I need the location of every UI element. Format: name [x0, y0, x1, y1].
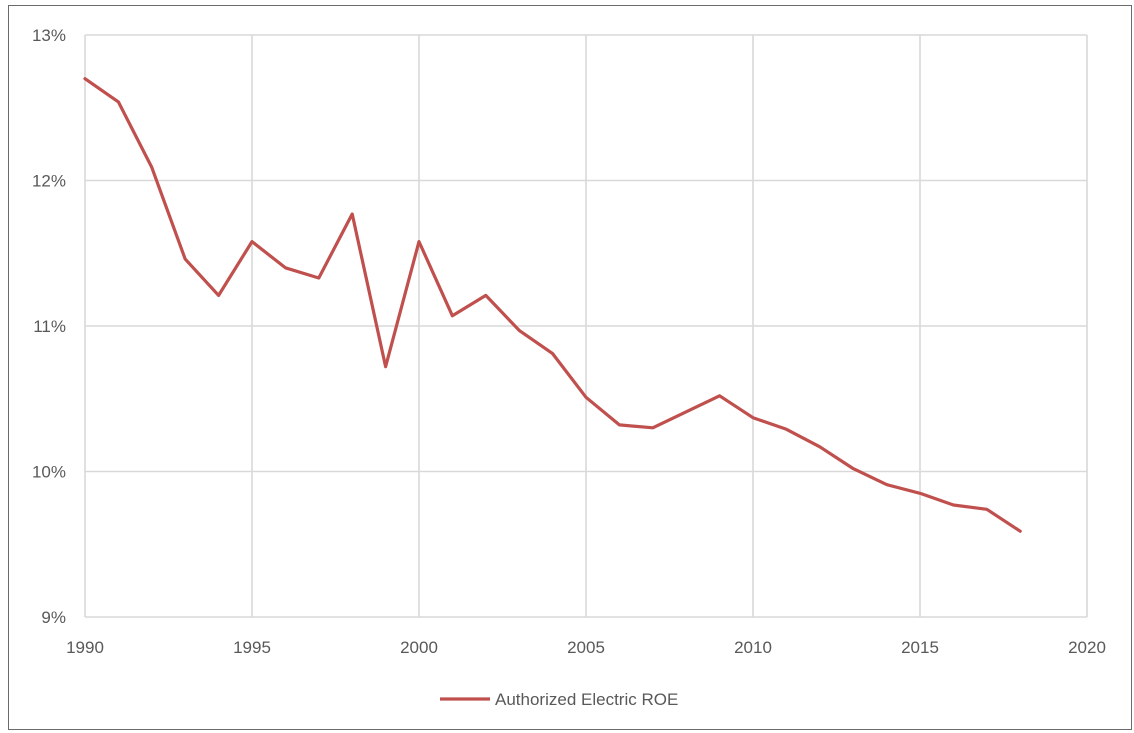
gridlines [84, 34, 1088, 618]
legend: Authorized Electric ROE [440, 690, 678, 709]
y-tick-label: 10% [32, 463, 66, 482]
axis-tick-labels: 9% 10% 11% 12% 13% 1990 1995 2000 2005 2010 2015 20… [32, 26, 1106, 657]
x-tick-label: 2020 [1068, 638, 1106, 657]
legend-label: Authorized Electric ROE [495, 690, 678, 709]
y-tick-label: 13% [32, 26, 66, 45]
x-tick-label: 2000 [400, 638, 438, 657]
x-tick-label: 2005 [567, 638, 605, 657]
y-tick-label: 12% [32, 172, 66, 191]
y-tick-label: 11% [33, 317, 66, 336]
x-tick-label: 2015 [901, 638, 939, 657]
x-tick-label: 1990 [66, 638, 104, 657]
x-tick-label: 1995 [233, 638, 271, 657]
series-lines [83, 77, 1022, 533]
series-line [83, 77, 1022, 533]
x-tick-label: 2010 [734, 638, 772, 657]
y-tick-label: 9% [41, 608, 66, 627]
chart-frame [8, 5, 1132, 730]
